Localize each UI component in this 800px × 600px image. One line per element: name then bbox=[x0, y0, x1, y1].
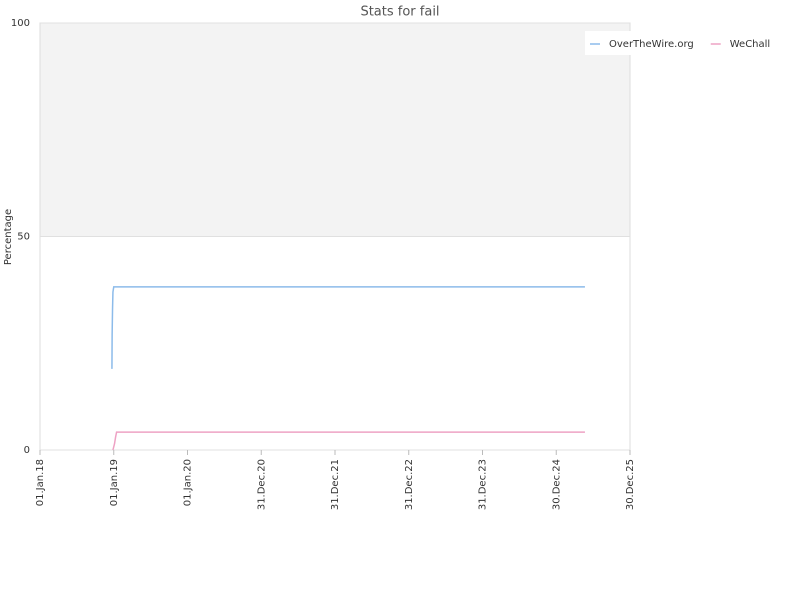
series-line bbox=[111, 286, 585, 369]
y-axis-label: Percentage bbox=[3, 209, 14, 265]
x-tick-label: 31.Dec.20 bbox=[256, 459, 267, 510]
x-tick-label: 01.Jan.19 bbox=[109, 459, 120, 506]
chart-title: Stats for fail bbox=[360, 5, 439, 20]
x-tick-label: 31.Dec.22 bbox=[404, 459, 415, 510]
y-tick-label: 0 bbox=[24, 445, 30, 456]
legend-label: WeChall bbox=[730, 39, 770, 50]
legend-label: OverTheWire.org bbox=[609, 39, 694, 50]
x-tick-label: 31.Dec.23 bbox=[478, 459, 489, 510]
legend-box bbox=[585, 31, 790, 55]
x-tick-label: 01.Jan.18 bbox=[35, 459, 46, 506]
y-tick-label: 50 bbox=[17, 232, 30, 243]
y-tick-label: 100 bbox=[11, 18, 30, 29]
x-tick-label: 30.Dec.24 bbox=[551, 459, 562, 510]
x-tick-label: 31.Dec.21 bbox=[330, 459, 341, 510]
shaded-band bbox=[40, 23, 630, 237]
x-tick-label: 01.Jan.20 bbox=[183, 459, 194, 506]
x-tick-label: 30.Dec.25 bbox=[625, 459, 636, 510]
series-line bbox=[112, 431, 585, 451]
